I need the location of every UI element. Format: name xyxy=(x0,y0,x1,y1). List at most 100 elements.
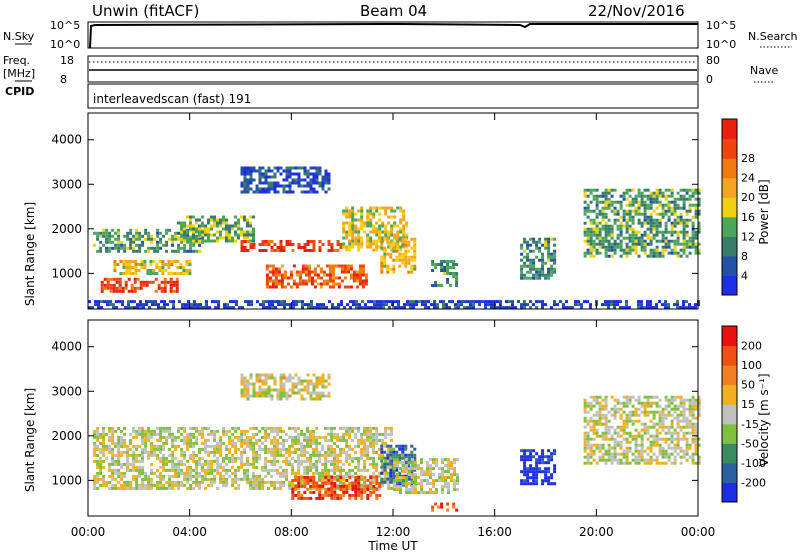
echo-cell xyxy=(249,169,253,173)
echo-cell xyxy=(378,245,382,249)
echo-cell xyxy=(628,306,631,310)
echo-cell xyxy=(598,404,602,408)
echo-cell xyxy=(673,245,677,249)
echo-cell xyxy=(250,303,253,307)
echo-cell xyxy=(150,435,154,439)
echo-cell xyxy=(161,263,165,266)
echo-cell xyxy=(240,233,243,237)
echo-cell xyxy=(637,221,641,225)
echo-cell xyxy=(589,254,593,258)
echo-cell xyxy=(303,459,307,463)
echo-cell xyxy=(688,218,692,222)
echo-cell xyxy=(183,426,187,430)
echo-cell xyxy=(607,419,611,423)
echo-cell xyxy=(327,490,331,494)
echo-cell xyxy=(143,263,147,266)
echo-cell xyxy=(413,237,417,241)
echo-cell xyxy=(174,462,178,466)
echo-cell xyxy=(333,496,337,500)
echo-cell xyxy=(261,426,265,430)
echo-cell xyxy=(288,480,292,484)
echo-cell xyxy=(372,444,376,448)
echo-cell xyxy=(312,429,316,433)
echo-cell xyxy=(652,197,656,201)
echo-cell xyxy=(375,227,379,231)
echo-cell xyxy=(541,252,545,256)
echo-cell xyxy=(349,306,352,310)
echo-cell xyxy=(109,283,113,287)
echo-cell xyxy=(631,236,635,240)
echo-cell xyxy=(369,242,373,246)
echo-cell xyxy=(334,276,338,280)
echo-cell xyxy=(634,446,638,450)
echo-cell xyxy=(201,240,205,244)
echo-cell xyxy=(261,394,265,398)
echo-cell xyxy=(105,480,109,484)
echo-cell xyxy=(676,395,680,399)
echo-cell xyxy=(165,438,169,442)
echo-cell xyxy=(661,410,665,414)
echo-cell xyxy=(667,425,671,429)
echo-cell xyxy=(285,456,289,460)
echo-cell xyxy=(592,398,596,402)
echo-cell xyxy=(586,203,590,207)
echo-cell xyxy=(216,465,220,469)
echo-cell xyxy=(601,206,605,210)
echo-cell xyxy=(547,243,551,247)
echo-cell xyxy=(336,478,340,482)
echo-cell xyxy=(661,303,664,307)
echo-cell xyxy=(667,251,671,255)
echo-cell xyxy=(249,230,252,234)
echo-cell xyxy=(126,459,130,463)
echo-cell xyxy=(117,456,121,460)
echo-cell xyxy=(455,281,459,284)
echo-cell xyxy=(691,188,695,192)
echo-cell xyxy=(604,194,608,198)
echo-cell xyxy=(303,450,307,454)
echo-cell xyxy=(628,416,632,420)
echo-cell xyxy=(303,484,307,488)
echo-cell xyxy=(246,477,250,481)
echo-cell xyxy=(345,490,349,494)
echo-cell xyxy=(174,237,178,241)
echo-cell xyxy=(141,426,145,430)
echo-cell xyxy=(670,437,674,441)
echo-cell xyxy=(102,429,106,433)
echo-cell xyxy=(640,194,644,198)
echo-cell xyxy=(141,447,145,451)
echo-cell xyxy=(147,231,151,235)
echo-cell xyxy=(392,249,396,253)
echo-cell xyxy=(646,446,650,450)
echo-cell xyxy=(631,434,635,438)
echo-cell xyxy=(235,300,238,304)
echo-cell xyxy=(265,273,269,277)
echo-cell xyxy=(267,181,271,185)
echo-cell xyxy=(389,450,393,454)
echo-cell xyxy=(607,303,610,307)
echo-cell xyxy=(649,230,653,234)
echo-cell xyxy=(142,283,146,287)
echo-cell xyxy=(550,267,554,271)
echo-cell xyxy=(381,453,385,457)
echo-cell xyxy=(369,429,373,433)
echo-cell xyxy=(417,482,420,486)
echo-cell xyxy=(634,248,638,252)
echo-cell xyxy=(396,239,400,243)
echo-cell xyxy=(106,286,110,290)
echo-cell xyxy=(222,483,226,487)
echo-cell xyxy=(592,197,596,201)
echo-cell xyxy=(691,306,694,310)
echo-cell xyxy=(395,450,399,454)
echo-cell xyxy=(535,267,539,271)
echo-cell xyxy=(372,475,376,479)
echo-cell xyxy=(135,468,139,472)
echo-cell xyxy=(297,459,301,463)
echo-cell xyxy=(544,273,548,277)
echo-cell xyxy=(276,181,280,185)
echo-cell xyxy=(330,432,334,436)
echo-cell xyxy=(538,300,541,304)
echo-cell xyxy=(589,416,593,420)
echo-cell xyxy=(273,441,277,445)
echo-cell xyxy=(210,224,213,228)
echo-cell xyxy=(446,263,450,266)
